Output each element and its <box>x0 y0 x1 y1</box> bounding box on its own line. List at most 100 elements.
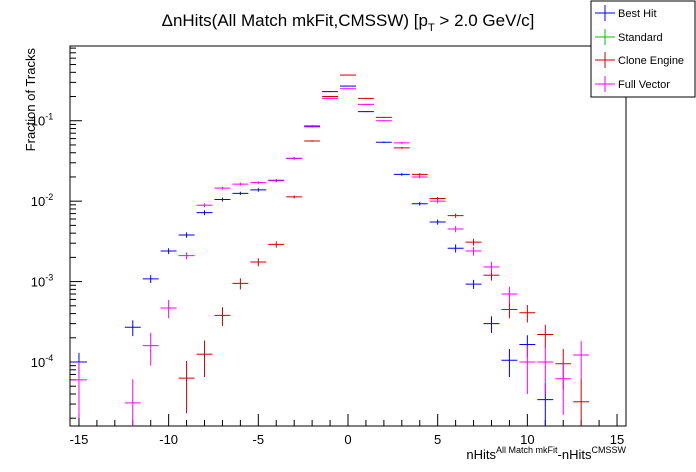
data-point <box>160 300 177 319</box>
data-point <box>322 97 339 99</box>
y-tick-label: 10-4 <box>31 353 53 370</box>
data-point <box>250 188 267 192</box>
x-tick-label: -10 <box>159 432 178 447</box>
legend-box <box>590 0 696 98</box>
chart-title-sub: T <box>428 22 435 34</box>
data-point <box>411 173 428 176</box>
data-point <box>447 213 464 218</box>
x-axis-title-a: nHits <box>466 447 496 462</box>
data-point <box>483 261 500 273</box>
data-point <box>573 378 590 426</box>
data-point <box>411 175 428 179</box>
series-full-vector <box>71 88 590 426</box>
x-tick-label: 0 <box>344 432 351 447</box>
data-point <box>465 246 482 256</box>
data-point <box>286 195 303 199</box>
data-point <box>178 232 195 238</box>
data-point <box>196 210 213 216</box>
y-tick-label: 10-3 <box>31 273 53 290</box>
data-point <box>304 126 321 128</box>
data-point <box>393 142 410 144</box>
data-point <box>322 91 339 93</box>
legend: Best Hit Standard Clone Engine Full Vect… <box>590 0 696 98</box>
legend-entry-full-vector: Full Vector <box>595 76 670 92</box>
data-point <box>357 97 374 99</box>
data-point <box>142 332 159 366</box>
x-tick-label: -15 <box>70 432 89 447</box>
data-point <box>537 324 554 348</box>
data-point <box>232 278 249 290</box>
legend-label-clone-engine: Clone Engine <box>618 55 684 67</box>
data-point <box>501 302 518 319</box>
data-point <box>232 182 249 186</box>
x-tick-label: 15 <box>610 432 624 447</box>
legend-label-full-vector: Full Vector <box>618 79 670 91</box>
x-axis-title: nHitsAll Match mkFit-nHitsCMSSW <box>466 445 626 462</box>
x-axis-title-b: -nHits <box>558 447 592 462</box>
data-point <box>375 141 392 144</box>
legend-entry-clone-engine: Clone Engine <box>595 52 684 68</box>
data-point <box>375 116 392 118</box>
data-point <box>124 320 141 337</box>
legend-label-best-hit: Best Hit <box>618 8 657 20</box>
x-axis-title-b-sup: CMSSW <box>592 445 627 455</box>
data-point <box>537 345 554 394</box>
data-point <box>214 197 231 202</box>
data-point <box>429 199 446 204</box>
data-point <box>340 74 356 76</box>
data-point <box>357 111 374 113</box>
data-point <box>573 341 590 379</box>
data-point <box>268 241 285 248</box>
data-point <box>71 361 87 419</box>
series-best-hit <box>71 85 554 426</box>
plot-frame <box>69 45 627 427</box>
chart-title-prefix: ΔnHits(All Match mkFit,CMSSW) [p <box>162 11 428 30</box>
data-point <box>196 203 213 208</box>
data-point <box>393 147 410 149</box>
data-point <box>429 219 446 225</box>
chart-title-suffix: > 2.0 GeV/c] <box>435 11 535 30</box>
data-point <box>340 85 356 87</box>
data-point <box>411 201 428 206</box>
data-point <box>322 96 339 98</box>
data-point <box>178 360 195 414</box>
data-point <box>393 173 410 176</box>
legend-label-standard: Standard <box>618 32 663 44</box>
data-point <box>375 120 392 122</box>
x-tick-label: -5 <box>253 432 265 447</box>
data-point <box>250 258 267 267</box>
data-point <box>555 361 572 415</box>
x-tick-label: 10 <box>520 432 534 447</box>
data-point <box>357 103 374 105</box>
y-axis-title: Fraction of Tracks <box>23 48 38 152</box>
data-point <box>142 275 159 284</box>
data-point <box>465 279 482 289</box>
data-point <box>501 349 518 378</box>
data-point <box>465 238 482 246</box>
legend-entry-standard: Standard <box>595 29 663 45</box>
data-point <box>214 186 231 190</box>
data-point <box>124 379 141 426</box>
y-tick-label: 10-2 <box>31 192 53 209</box>
data-point <box>232 191 249 196</box>
legend-entry-best-hit: Best Hit <box>595 5 657 21</box>
data-point <box>483 316 500 333</box>
data-point <box>178 252 195 260</box>
data-point <box>519 305 536 323</box>
data-point <box>447 244 464 253</box>
data-point <box>196 340 213 378</box>
data-point <box>501 286 518 304</box>
chart-title: ΔnHits(All Match mkFit,CMSSW) [pT > 2.0 … <box>162 11 535 34</box>
data-point <box>286 157 303 160</box>
data-point <box>447 226 464 233</box>
data-point <box>268 178 285 182</box>
data-point <box>214 307 231 327</box>
data-point <box>340 88 356 90</box>
x-tick-label: 5 <box>434 432 441 447</box>
data-point <box>519 345 536 394</box>
x-axis-title-a-sup: All Match mkFit <box>496 445 558 455</box>
data-point <box>304 140 321 142</box>
data-point <box>160 248 177 255</box>
y-tick-label: 10-1 <box>31 112 53 129</box>
